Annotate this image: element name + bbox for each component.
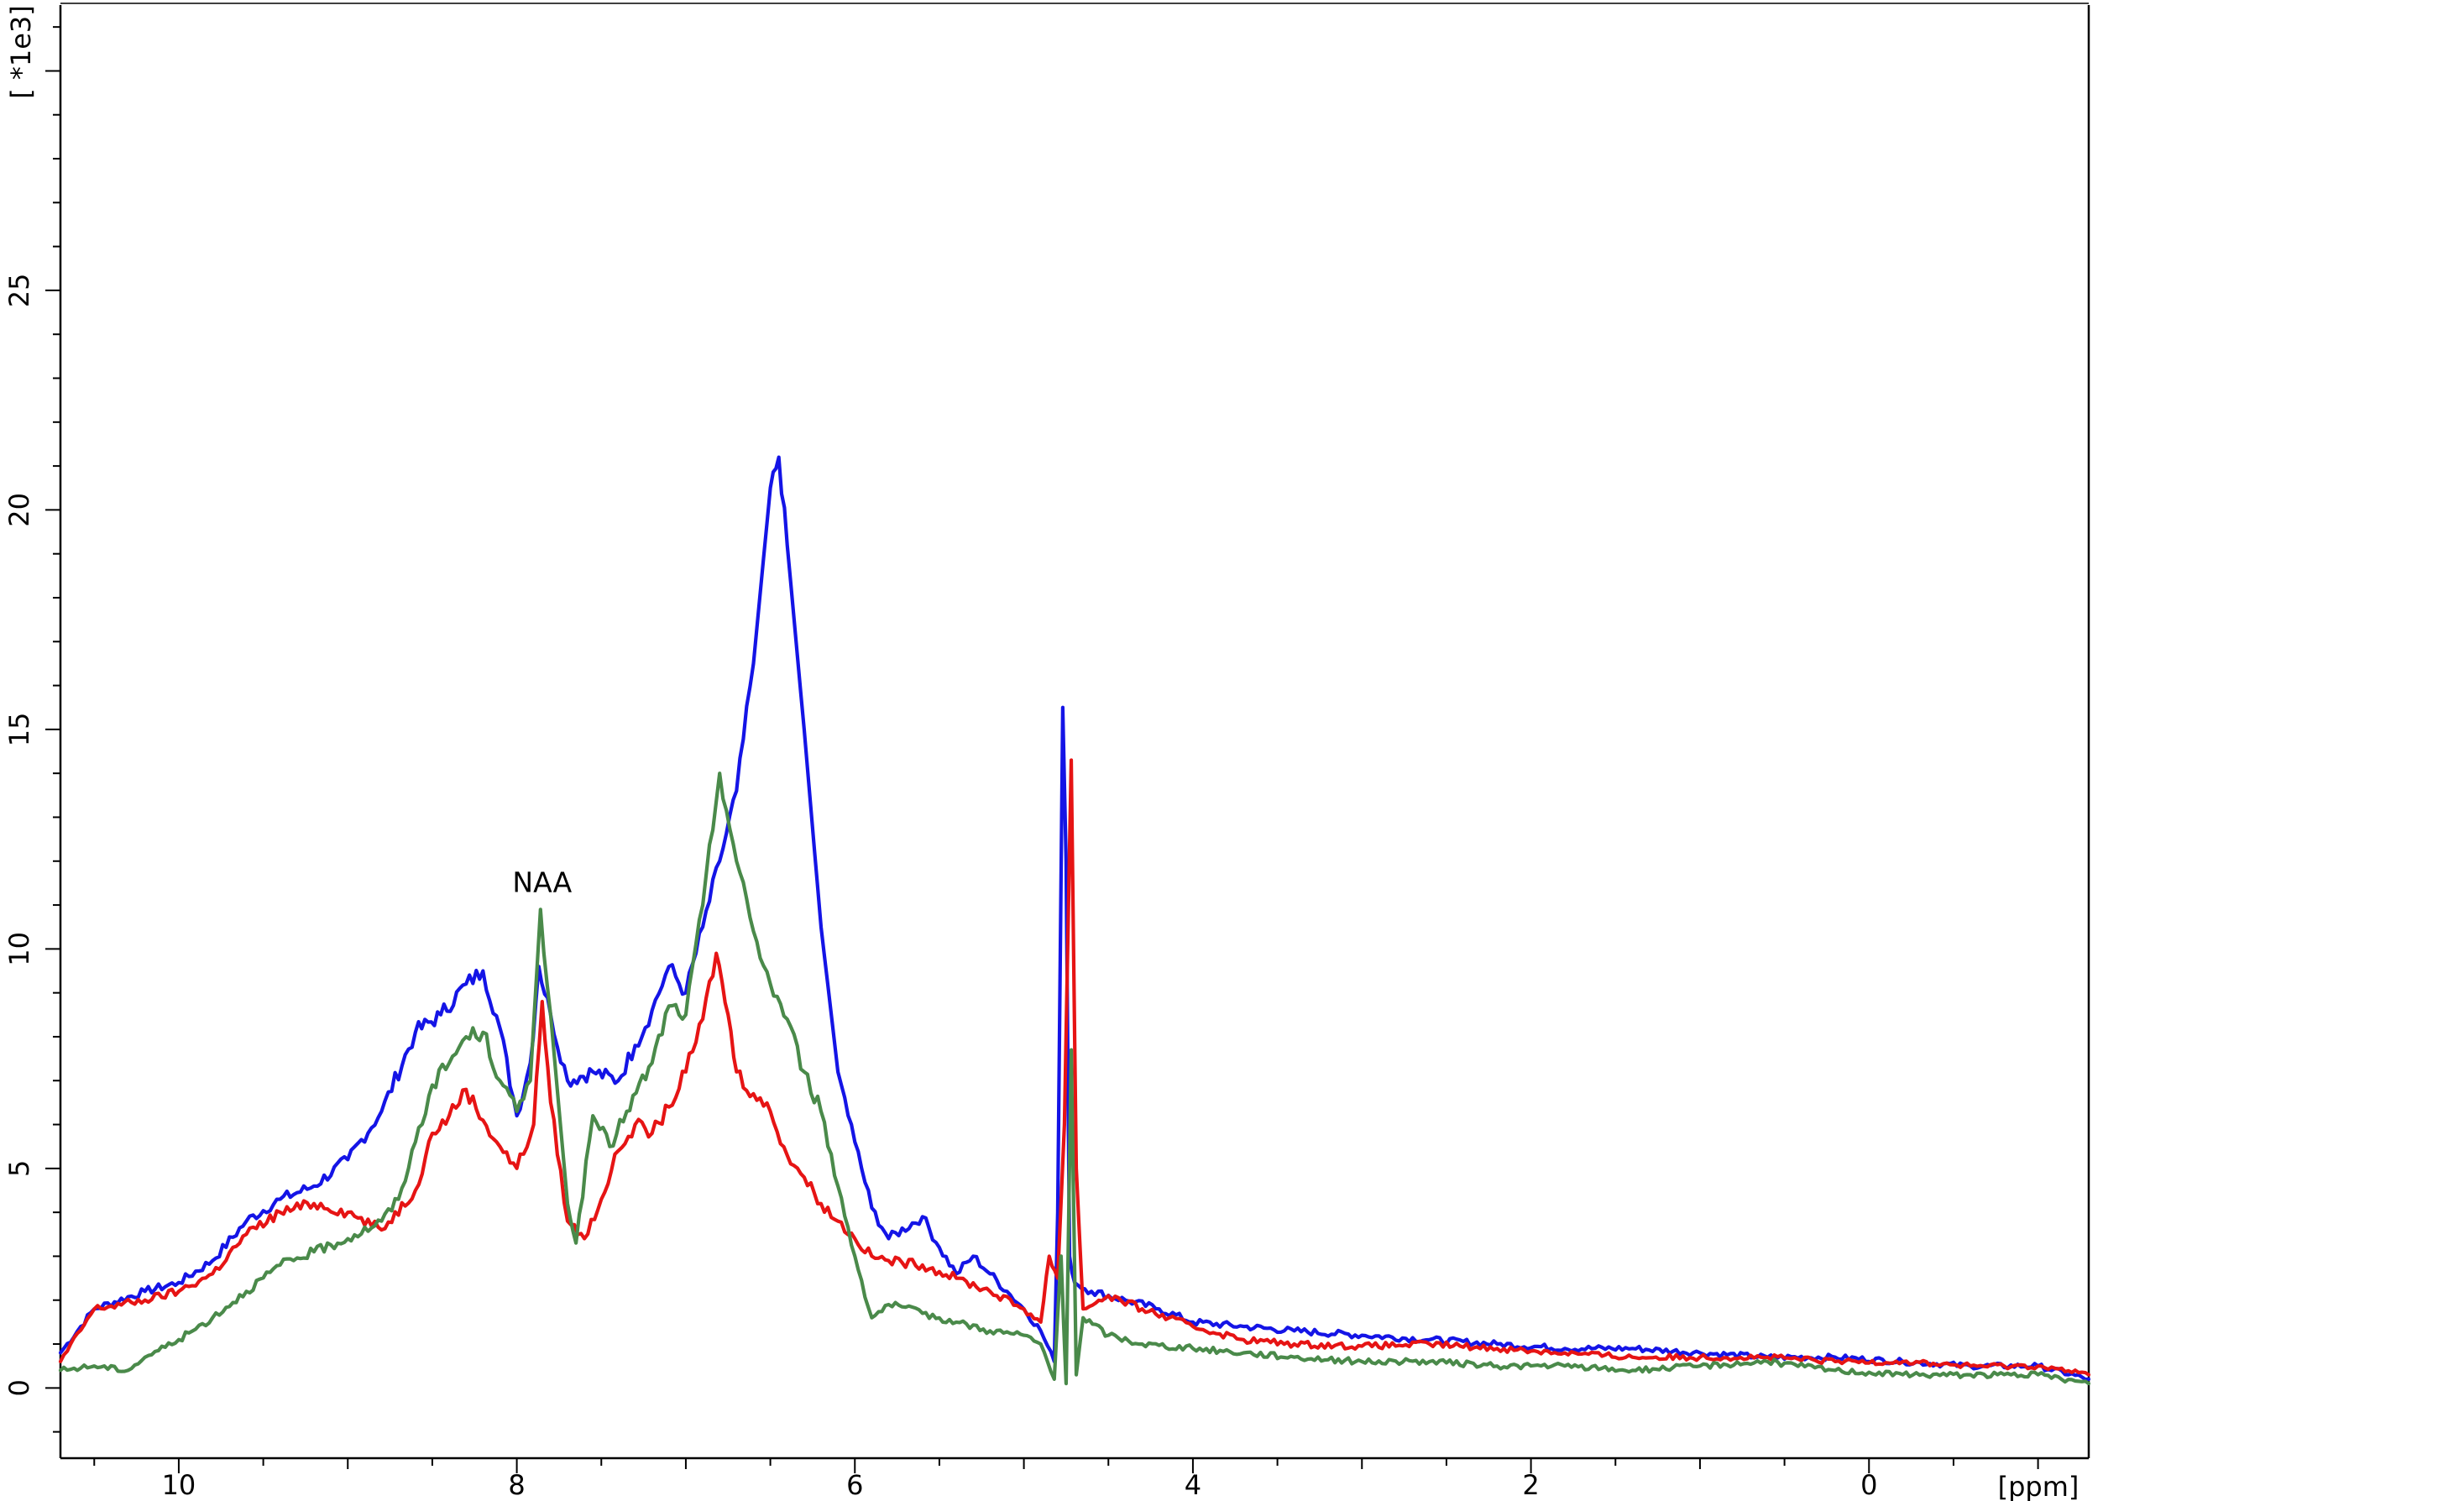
x-tick-label: 2 [1522, 1469, 1539, 1501]
x-tick-label: 6 [846, 1469, 863, 1501]
y-tick-label: 5 [3, 1160, 35, 1177]
x-axis-ticks: 10 8 6 4 2 0 [93, 1458, 2039, 1501]
spectrum-line-3 [58, 771, 2091, 1386]
annotations: NAA [512, 866, 572, 898]
y-axis-ticks: 0 5 10 15 20 25 [3, 26, 60, 1433]
y-tick-label: 10 [3, 932, 35, 966]
spectrum-line-2 [58, 758, 2091, 1377]
x-tick-label: 8 [508, 1469, 525, 1501]
spectrum-line-1 [58, 455, 2091, 1382]
x-axis-label: [ppm] [1998, 1471, 2079, 1501]
x-tick-label: 0 [1860, 1469, 1877, 1501]
y-tick-label: 0 [3, 1379, 35, 1396]
x-tick-label: 4 [1185, 1469, 1201, 1501]
peak-annotation: NAA [512, 866, 572, 898]
y-tick-label: 15 [3, 713, 35, 747]
y-tick-label: 20 [3, 493, 35, 527]
x-tick-label: 10 [162, 1469, 196, 1501]
y-axis-label: [ *1e3] [5, 5, 37, 99]
spectrum-series [58, 455, 2091, 1386]
y-tick-label: 25 [3, 274, 35, 308]
